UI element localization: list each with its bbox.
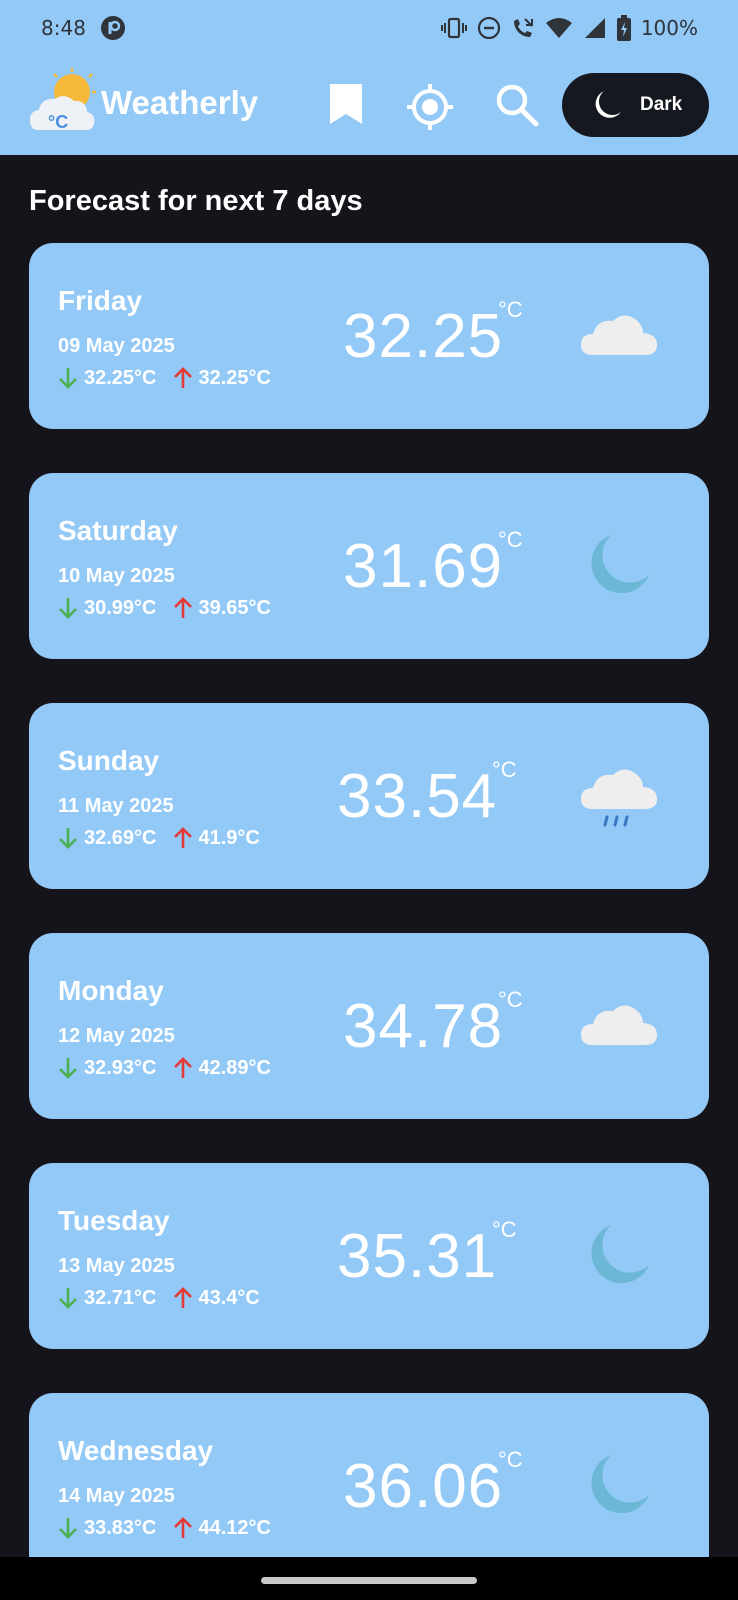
arrow-up-icon — [173, 1517, 192, 1538]
forecast-day: Saturday — [58, 515, 178, 546]
wifi-calling-icon — [513, 18, 533, 37]
search-icon[interactable] — [494, 82, 540, 128]
rain-night-icon — [581, 763, 657, 827]
current-temp: 35.31 — [337, 1222, 498, 1291]
wifi-icon — [545, 18, 572, 38]
min-temp: 32.25°C — [84, 366, 157, 389]
min-temp: 32.93°C — [84, 1056, 157, 1079]
forecast-day: Wednesday — [58, 1435, 214, 1466]
arrow-down-icon — [59, 828, 77, 849]
arrow-up-icon — [173, 367, 192, 388]
moon-icon — [595, 91, 621, 118]
arrow-down-icon — [59, 1058, 77, 1079]
forecast-card[interactable]: Tuesday 13 May 2025 32.71°C 43.4°C 35.31… — [29, 1163, 709, 1349]
temp-unit: °C — [492, 757, 517, 782]
status-icons: 100% — [440, 14, 698, 42]
temp-unit: °C — [498, 1447, 523, 1472]
forecast-date: 09 May 2025 — [58, 335, 175, 357]
forecast-date: 10 May 2025 — [58, 565, 175, 587]
current-temp: 31.69 — [343, 532, 504, 601]
forecast-card[interactable]: Monday 12 May 2025 32.93°C 42.89°C 34.78… — [29, 933, 709, 1119]
temp-unit: °C — [498, 297, 523, 322]
clear-night-moon-icon — [591, 1225, 649, 1284]
partly-cloudy-night-icon — [581, 303, 657, 355]
forecast-day: Tuesday — [58, 1205, 170, 1236]
app-notification-icon — [101, 16, 125, 40]
forecast-date: 11 May 2025 — [58, 795, 174, 817]
min-temp: 32.71°C — [84, 1286, 157, 1309]
current-temp: 34.78 — [343, 992, 504, 1061]
my-location-icon[interactable] — [405, 82, 455, 132]
forecast-date: 14 May 2025 — [58, 1485, 175, 1507]
svg-text:°C: °C — [48, 112, 68, 132]
vibrate-icon — [440, 17, 467, 39]
clear-night-moon-icon — [591, 1455, 649, 1514]
forecast-day: Monday — [58, 975, 164, 1006]
do-not-disturb-icon — [477, 16, 500, 40]
arrow-down-icon — [59, 598, 77, 619]
arrow-up-icon — [173, 827, 192, 848]
forecast-card[interactable]: Sunday 11 May 2025 32.69°C 41.9°C 33.54 … — [29, 703, 709, 889]
max-temp: 44.12°C — [198, 1516, 272, 1539]
status-time: 8:48 — [41, 16, 86, 40]
battery-level: 100% — [640, 16, 698, 40]
home-gesture-handle[interactable] — [261, 1577, 477, 1584]
temp-unit: °C — [498, 987, 523, 1012]
max-temp: 32.25°C — [198, 366, 272, 389]
dark-mode-toggle-button[interactable]: Dark — [562, 73, 709, 137]
min-max-temps: 30.99°C 39.65°C — [58, 594, 271, 622]
forecast-date: 13 May 2025 — [58, 1255, 175, 1277]
current-temp: 32.25 — [343, 302, 504, 371]
forecast-title: Forecast for next 7 days — [29, 185, 363, 217]
forecast-day: Friday — [58, 285, 143, 316]
min-max-temps: 32.69°C 41.9°C — [58, 824, 260, 852]
min-temp: 30.99°C — [84, 596, 157, 619]
forecast-card[interactable]: Wednesday 14 May 2025 33.83°C 44.12°C 36… — [29, 1393, 709, 1579]
min-max-temps: 32.93°C 42.89°C — [58, 1054, 271, 1082]
min-max-temps: 32.71°C 43.4°C — [58, 1284, 260, 1312]
app-logo-icon: °C — [30, 68, 96, 132]
current-temp: 36.06 — [343, 1452, 504, 1521]
max-temp: 43.4°C — [198, 1286, 260, 1309]
clear-night-moon-icon — [591, 535, 649, 594]
battery-icon — [616, 15, 631, 41]
arrow-down-icon — [59, 1518, 77, 1539]
app-bar: 8:48 — [0, 0, 738, 155]
arrow-up-icon — [173, 1287, 192, 1308]
cloud-icon — [581, 1005, 657, 1045]
forecast-card[interactable]: Saturday 10 May 2025 30.99°C 39.65°C 31.… — [29, 473, 709, 659]
arrow-down-icon — [59, 368, 77, 389]
min-max-temps: 33.83°C 44.12°C — [58, 1514, 271, 1542]
temp-unit: °C — [498, 527, 523, 552]
current-temp: 33.54 — [337, 762, 498, 831]
arrow-down-icon — [59, 1288, 77, 1309]
signal-icon — [584, 18, 605, 38]
min-temp: 33.83°C — [84, 1516, 157, 1539]
dark-mode-label: Dark — [640, 94, 683, 115]
max-temp: 41.9°C — [198, 826, 260, 849]
arrow-up-icon — [173, 1057, 192, 1078]
temp-unit: °C — [492, 1217, 517, 1242]
max-temp: 42.89°C — [198, 1056, 272, 1079]
min-max-temps: 32.25°C 32.25°C — [58, 364, 271, 392]
forecast-day: Sunday — [58, 745, 160, 776]
max-temp: 39.65°C — [198, 596, 272, 619]
status-bar: 8:48 — [0, 0, 738, 56]
forecast-card[interactable]: Friday 09 May 2025 32.25°C 32.25°C 32.25… — [29, 243, 709, 429]
bookmark-icon[interactable] — [327, 82, 365, 126]
app-title: Weatherly — [101, 84, 259, 121]
min-temp: 32.69°C — [84, 826, 157, 849]
arrow-up-icon — [173, 597, 192, 618]
forecast-date: 12 May 2025 — [58, 1025, 175, 1047]
